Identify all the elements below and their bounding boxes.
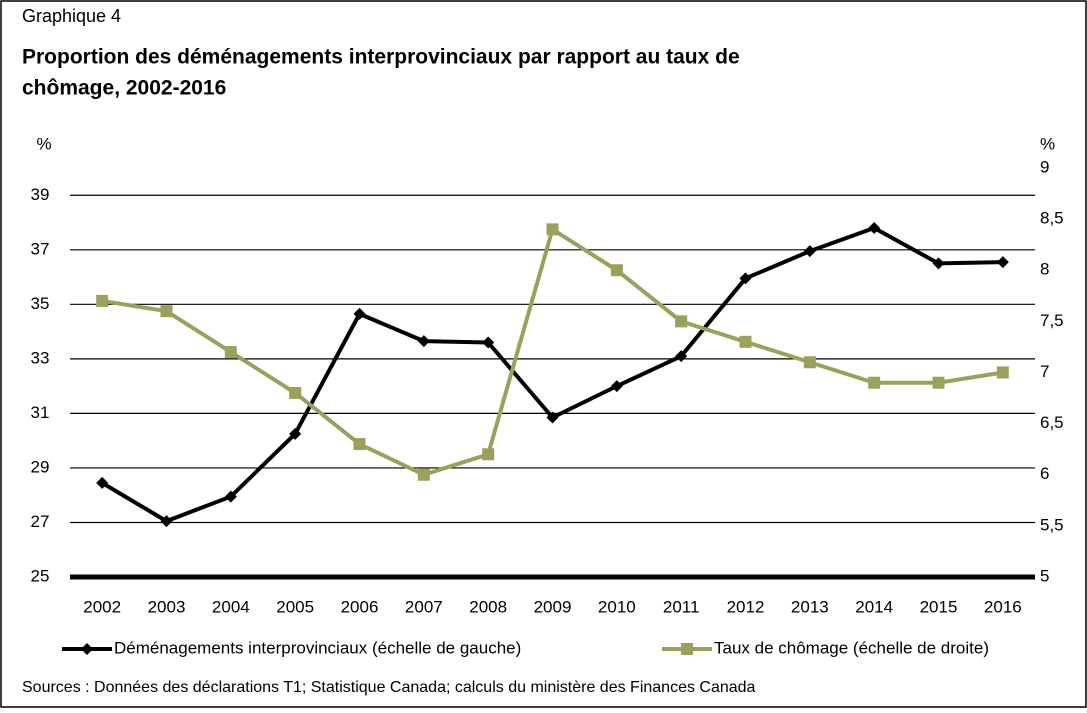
data-point: [739, 335, 752, 348]
data-point: [546, 411, 559, 424]
legend-label: Taux de chômage (échelle de droite): [714, 638, 989, 657]
chart-title: Proportion des déménagements interprovin…: [22, 46, 740, 69]
data-point: [96, 476, 109, 489]
x-tick-label: 2008: [469, 597, 507, 616]
source: Sources : Données des déclarations T1; S…: [22, 679, 756, 696]
data-point: [289, 427, 302, 440]
data-point: [932, 376, 945, 389]
legend-marker: [681, 643, 693, 655]
x-tick-label: 2010: [598, 597, 636, 616]
y2-tick-label: 7,5: [1040, 311, 1064, 330]
y-axis-label: %: [36, 134, 51, 153]
data-point: [353, 438, 366, 451]
data-point: [289, 386, 302, 399]
y-tick-label: 25: [31, 566, 50, 585]
x-tick-label: 2004: [212, 597, 250, 616]
data-point: [417, 468, 430, 481]
x-tick-label: 2016: [984, 597, 1022, 616]
y2-tick-label: 5: [1040, 566, 1049, 585]
y-tick-label: 29: [31, 457, 50, 476]
y-tick-label: 31: [31, 403, 50, 422]
x-tick-label: 2002: [83, 597, 121, 616]
y2-tick-label: 8: [1040, 260, 1049, 279]
chart-title: chômage, 2002-2016: [22, 77, 226, 100]
x-tick-label: 2009: [534, 597, 572, 616]
data-point: [417, 335, 430, 348]
x-tick-label: 2012: [727, 597, 765, 616]
x-tick-label: 2005: [276, 597, 314, 616]
data-point: [996, 256, 1009, 269]
x-tick-label: 2003: [148, 597, 186, 616]
data-point: [996, 366, 1009, 379]
data-point: [932, 257, 945, 270]
x-tick-label: 2015: [920, 597, 958, 616]
x-tick-label: 2007: [405, 597, 443, 616]
x-tick-label: 2014: [855, 597, 893, 616]
data-point: [675, 315, 688, 328]
data-point: [160, 515, 173, 528]
y2-tick-label: 5,5: [1040, 515, 1064, 534]
data-point: [482, 336, 495, 349]
y2-axis-label: %: [1040, 134, 1055, 153]
y-tick-label: 35: [31, 294, 50, 313]
y-tick-label: 39: [31, 185, 50, 204]
y2-tick-label: 7: [1040, 362, 1049, 381]
legend-label: Déménagements interprovinciaux (échelle …: [114, 638, 521, 657]
y-tick-label: 27: [31, 512, 50, 531]
data-point: [868, 221, 881, 234]
data-point: [868, 376, 881, 389]
chart-label: Graphique 4: [22, 6, 121, 26]
x-tick-label: 2013: [791, 597, 829, 616]
data-point: [546, 223, 559, 236]
data-point: [353, 307, 366, 320]
data-point: [675, 350, 688, 363]
legend-marker: [81, 643, 93, 655]
data-point: [224, 490, 237, 503]
x-tick-label: 2006: [341, 597, 379, 616]
data-point: [160, 305, 173, 318]
data-point: [803, 245, 816, 258]
data-point: [482, 448, 495, 461]
y-tick-label: 33: [31, 348, 50, 367]
data-point: [610, 264, 623, 277]
data-point: [739, 272, 752, 285]
y2-tick-label: 6: [1040, 464, 1049, 483]
data-point: [224, 346, 237, 359]
y-tick-label: 37: [31, 239, 50, 258]
data-point: [610, 380, 623, 393]
y2-tick-label: 9: [1040, 157, 1049, 176]
y2-tick-label: 8,5: [1040, 209, 1064, 228]
y2-tick-label: 6,5: [1040, 413, 1064, 432]
data-point: [803, 356, 816, 369]
x-tick-label: 2011: [663, 597, 700, 616]
data-point: [96, 294, 109, 307]
